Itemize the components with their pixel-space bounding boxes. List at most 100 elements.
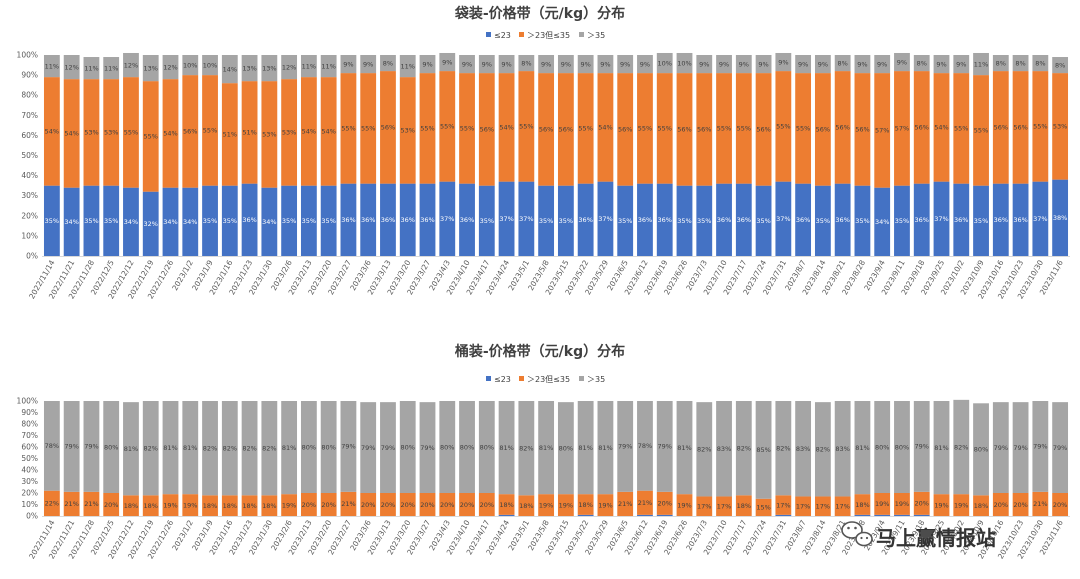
- data-label: 55%: [440, 123, 454, 131]
- data-label: 53%: [1053, 123, 1067, 131]
- data-label: 55%: [519, 123, 533, 131]
- bar-segment: [775, 71, 792, 182]
- plot-area: 22% 78% 21% 79% 21% 79% 20% 80% 18% 81% 18% 82% 19% 8…: [43, 399, 1069, 516]
- y-tick-label: 80%: [21, 420, 38, 429]
- bar-segment: [755, 73, 772, 186]
- data-label: 9%: [462, 60, 472, 68]
- data-label: 18%: [242, 502, 256, 510]
- data-label: 35%: [223, 217, 237, 225]
- bar-segment: [320, 401, 337, 493]
- y-axis: 0% 10% 20% 30% 40% 50% 60% 70% 80% 90% 100%: [17, 397, 38, 521]
- data-label: 9%: [620, 60, 630, 68]
- data-label: 21%: [64, 500, 78, 508]
- data-label: 8%: [837, 59, 847, 67]
- bar-segment: [538, 494, 555, 516]
- bar-segment: [1052, 57, 1069, 74]
- data-label: 79%: [84, 443, 98, 451]
- data-label: 35%: [282, 217, 296, 225]
- bar-segment: [973, 495, 989, 516]
- data-label: 11%: [84, 64, 98, 72]
- data-label: 36%: [915, 216, 929, 224]
- data-label: 55%: [796, 125, 810, 133]
- bar-segment: [43, 401, 60, 491]
- legend-label: ≤23: [494, 31, 511, 40]
- bar-segment: [1012, 55, 1029, 72]
- bar-segment: [459, 183, 475, 256]
- bar-segment: [933, 401, 950, 495]
- data-label: 83%: [717, 445, 731, 453]
- data-label: 36%: [578, 216, 592, 224]
- data-label: 20%: [915, 500, 929, 508]
- bar-segment: [478, 73, 495, 186]
- data-label: 20%: [321, 501, 335, 509]
- data-label: 36%: [717, 216, 731, 224]
- data-label: 9%: [956, 60, 966, 68]
- legend: ≤23 ＞23但≤35 ＞35: [486, 30, 605, 40]
- bar-segment: [281, 494, 298, 516]
- bar-segment: [656, 514, 673, 516]
- bar-segment: [439, 401, 456, 493]
- bar-segment: [775, 495, 792, 515]
- data-label: 36%: [954, 216, 968, 224]
- bar-segment: [656, 73, 673, 184]
- data-label: 8%: [383, 59, 393, 67]
- data-label: 53%: [262, 131, 276, 139]
- bar-segment: [123, 495, 139, 516]
- data-label: 36%: [381, 216, 395, 224]
- bar-segment: [795, 183, 812, 256]
- bar-segment: [478, 401, 495, 493]
- data-label: 81%: [163, 444, 177, 452]
- bar-segment: [162, 79, 179, 188]
- data-label: 17%: [835, 503, 849, 511]
- bar-segment: [834, 183, 851, 256]
- bar-segment: [617, 401, 634, 492]
- data-label: 56%: [855, 126, 869, 134]
- bar-segment: [221, 185, 238, 256]
- data-label: 36%: [401, 216, 415, 224]
- x-axis: 2022/11/142022/11/212022/11/282022/12/52…: [27, 256, 1070, 300]
- bar-segment: [103, 493, 120, 516]
- bar-segment: [716, 401, 732, 497]
- bar-segment: [1032, 71, 1049, 182]
- bar-segment: [973, 75, 989, 186]
- bar-segment: [696, 185, 713, 256]
- bar-segment: [913, 491, 930, 515]
- bar-segment: [498, 401, 515, 495]
- bar-segment: [814, 402, 831, 497]
- data-label: 80%: [302, 443, 316, 451]
- data-label: 54%: [321, 128, 335, 136]
- y-tick-label: 0%: [26, 252, 38, 261]
- data-label: 80%: [974, 446, 988, 454]
- data-label: 80%: [460, 443, 474, 451]
- bar-segment: [498, 73, 515, 182]
- data-label: 36%: [1013, 216, 1027, 224]
- bar-segment: [795, 496, 812, 516]
- legend-label: ≤23: [494, 375, 511, 384]
- bar-segment: [716, 55, 732, 74]
- data-label: 35%: [855, 217, 869, 225]
- bar-segment: [221, 495, 238, 516]
- data-label: 51%: [223, 131, 237, 139]
- bar-segment: [874, 55, 891, 74]
- bar-segment: [973, 403, 989, 496]
- data-label: 35%: [203, 217, 217, 225]
- chart-title: 袋装-价格带（元/kg）分布: [454, 5, 625, 22]
- legend-swatch: [579, 376, 584, 381]
- legend-swatch: [579, 32, 584, 37]
- data-label: 37%: [499, 215, 513, 223]
- data-label: 10%: [658, 59, 672, 67]
- bar-segment: [834, 496, 851, 516]
- data-label: 20%: [302, 501, 316, 509]
- bar-segment: [518, 181, 535, 256]
- bar-segment: [894, 514, 910, 516]
- data-label: 9%: [936, 60, 946, 68]
- data-label: 56%: [1013, 124, 1027, 132]
- bar-segment: [597, 494, 614, 516]
- data-label: 9%: [818, 60, 828, 68]
- bar-segment: [518, 55, 535, 72]
- data-label: 78%: [638, 442, 652, 450]
- bar-segment: [63, 55, 80, 80]
- data-label: 37%: [1033, 215, 1047, 223]
- data-label: 22%: [45, 500, 59, 508]
- bar-segment: [123, 77, 139, 188]
